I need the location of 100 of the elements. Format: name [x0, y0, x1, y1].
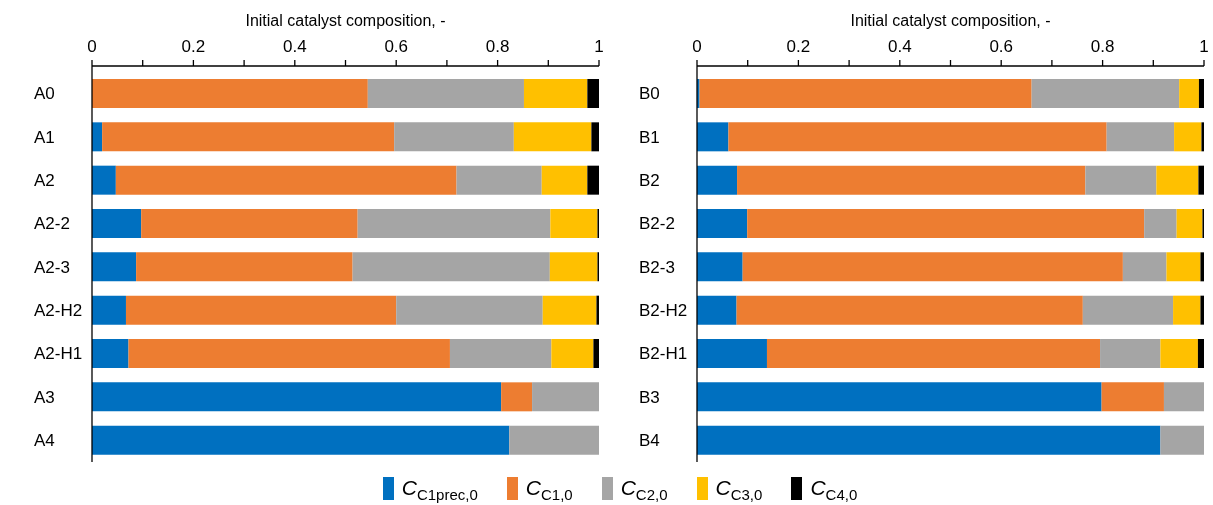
bar	[1176, 209, 1203, 238]
bar	[115, 165, 457, 195]
y-tick-label: B4	[639, 430, 660, 450]
x-tick-label: 0.8	[485, 37, 510, 56]
bar	[697, 165, 738, 195]
bar	[501, 382, 533, 412]
y-tick-label: B2-2	[639, 214, 675, 234]
bar	[697, 425, 1161, 455]
bar	[697, 209, 748, 238]
x-tick-label: 0.2	[786, 37, 811, 56]
bar	[513, 122, 592, 152]
y-tick-label: B0	[639, 84, 660, 104]
bar	[92, 382, 502, 412]
x-tick-label: 0.8	[1090, 37, 1115, 56]
bar	[1197, 339, 1204, 368]
bar	[141, 209, 358, 238]
x-axis-title: Initial catalyst composition, -	[849, 12, 1052, 30]
x-tick-label: 0.2	[181, 37, 206, 56]
x-tick-label: 0.4	[887, 37, 912, 56]
y-tick-label: A3	[34, 387, 55, 407]
x-tick-label: 0.6	[384, 37, 409, 56]
y-tick-label: A4	[34, 430, 55, 450]
bar	[699, 79, 1032, 108]
bar	[102, 122, 395, 152]
x-axis-title: Initial catalyst composition, -	[244, 12, 447, 30]
bar	[125, 295, 397, 325]
bar	[1198, 79, 1204, 108]
bar	[1163, 382, 1204, 412]
y-tick-label: A0	[34, 84, 55, 104]
bar	[1122, 252, 1167, 282]
bar	[1144, 209, 1177, 238]
y-tick-label: B3	[639, 387, 660, 407]
legend-label: C$_{C1,0}$	[525, 476, 573, 503]
bar	[737, 165, 1086, 195]
y-tick-label: A2	[34, 170, 55, 190]
bar	[550, 209, 598, 238]
bar	[1031, 79, 1180, 108]
bar	[542, 295, 597, 325]
bar	[697, 295, 737, 325]
bar	[92, 339, 129, 368]
bar	[1160, 339, 1198, 368]
bar	[587, 79, 599, 108]
bar	[587, 165, 599, 195]
bar	[591, 122, 599, 152]
bar	[736, 295, 1083, 325]
bar	[697, 339, 767, 368]
y-tick-label: A2-H2	[34, 300, 83, 320]
bar	[92, 209, 142, 238]
bar	[509, 425, 599, 455]
bar	[1100, 339, 1161, 368]
x-tick-label: 0	[692, 37, 702, 56]
bar	[697, 382, 1102, 412]
bar	[357, 209, 551, 238]
bar	[1160, 425, 1204, 455]
y-tick-label: B2-H2	[639, 300, 688, 320]
bar	[697, 122, 729, 152]
bar	[1198, 165, 1204, 195]
y-tick-label: B2	[639, 170, 660, 190]
bar	[551, 339, 594, 368]
legend-label: C$_{C2,0}$	[620, 476, 668, 503]
bar	[1179, 79, 1199, 108]
bar	[92, 252, 137, 282]
bar	[92, 425, 510, 455]
bar	[1085, 165, 1157, 195]
bar	[532, 382, 599, 412]
y-tick-label: B2-3	[639, 257, 675, 277]
bar	[1174, 122, 1202, 152]
bar	[766, 339, 1101, 368]
bar	[1200, 295, 1204, 325]
legend-label: C$_{C1prec,0}$	[401, 476, 478, 503]
y-tick-label: A2-2	[34, 214, 70, 234]
bar	[728, 122, 1107, 152]
bar	[128, 339, 450, 368]
x-tick-label: 1	[594, 37, 604, 56]
bar	[456, 165, 542, 195]
bar	[742, 252, 1123, 282]
bar	[92, 79, 368, 108]
bar	[697, 252, 743, 282]
bar	[523, 79, 588, 108]
bar	[92, 295, 126, 325]
bar	[1106, 122, 1175, 152]
bar	[367, 79, 524, 108]
bar	[1201, 122, 1204, 152]
x-tick-label: 1	[1199, 37, 1209, 56]
legend-label: C$_{C4,0}$	[810, 476, 858, 503]
bar	[1101, 382, 1164, 412]
bar	[541, 165, 588, 195]
bar	[352, 252, 550, 282]
bar	[549, 252, 598, 282]
bar	[596, 295, 599, 325]
y-tick-label: A2-H1	[34, 344, 83, 364]
bar	[92, 165, 116, 195]
bar	[1156, 165, 1199, 195]
bar	[1166, 252, 1201, 282]
y-tick-label: B1	[639, 127, 660, 147]
x-tick-label: 0.6	[989, 37, 1014, 56]
y-tick-label: A2-3	[34, 257, 70, 277]
bar	[747, 209, 1145, 238]
bar	[136, 252, 353, 282]
bar	[449, 339, 552, 368]
